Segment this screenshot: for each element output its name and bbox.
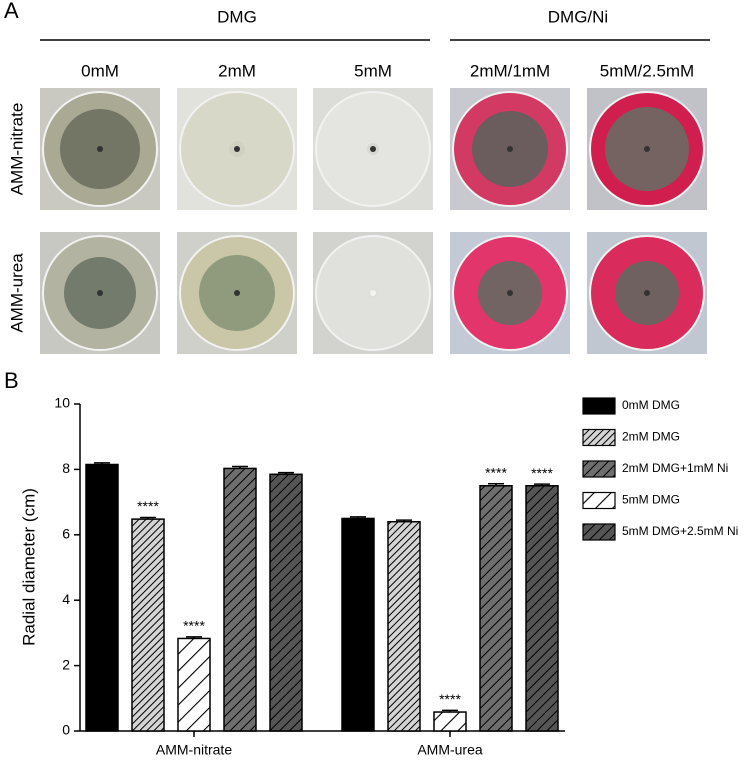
row-label: AMM-urea (7, 253, 26, 333)
legend-swatch (582, 428, 616, 447)
significance-label: **** (439, 691, 461, 707)
bar (341, 517, 375, 732)
legend-label: 0mM DMG (622, 398, 680, 412)
colony-center (644, 146, 650, 152)
error-bar (488, 483, 504, 486)
colony-center (370, 146, 376, 152)
error-bar (94, 462, 110, 465)
legend-swatch (582, 491, 616, 510)
error-bar (186, 636, 202, 639)
column-label: 2mM (218, 61, 256, 80)
error-bar (350, 516, 366, 519)
significance-label: **** (531, 465, 553, 481)
bar (479, 485, 513, 732)
error-bar (442, 709, 458, 713)
bar (269, 473, 303, 732)
legend-label: 2mM DMG+1mM Ni (622, 461, 728, 475)
legend-swatch (582, 523, 616, 541)
error-bar (534, 483, 550, 486)
legend-swatch (582, 460, 616, 478)
group-label: DMG (217, 7, 257, 26)
column-label: 5mM/2.5mM (600, 61, 694, 80)
colony-center (507, 146, 513, 152)
column-label: 2mM/1mM (470, 61, 550, 80)
y-axis-label: Radial diameter (cm) (19, 488, 38, 646)
legend-label: 2mM DMG (622, 430, 680, 444)
bar (177, 637, 211, 732)
significance-label: **** (137, 498, 159, 514)
legend-swatch (582, 397, 616, 415)
error-bar (232, 465, 248, 469)
column-label: 0mM (81, 61, 119, 80)
bar (223, 467, 257, 732)
column-label: 5mM (354, 61, 392, 80)
y-tick-label: 0 (62, 722, 70, 738)
y-tick-label: 4 (62, 591, 70, 607)
y-tick-label: 2 (62, 656, 70, 672)
bar (387, 520, 421, 732)
significance-label: **** (485, 464, 507, 480)
colony-center (234, 146, 240, 152)
colony-center (234, 290, 240, 296)
row-label: AMM-nitrate (7, 103, 26, 196)
group-label: DMG/Ni (548, 7, 608, 26)
panel-label: A (4, 0, 19, 23)
colony-center (644, 290, 650, 296)
bar (131, 518, 165, 732)
bar (525, 485, 559, 732)
panel-label: B (4, 368, 19, 393)
colony-center (507, 290, 513, 296)
y-tick-label: 8 (62, 460, 70, 476)
error-bar (278, 471, 294, 475)
legend-label: 5mM DMG (622, 493, 680, 507)
bar (85, 463, 119, 732)
x-tick-label: AMM-nitrate (156, 742, 232, 758)
colony-center (97, 290, 103, 296)
x-tick-label: AMM-urea (417, 742, 483, 758)
y-tick-label: 10 (54, 395, 70, 411)
bar (433, 711, 467, 732)
colony-center (97, 146, 103, 152)
legend-label: 5mM DMG+2.5mM Ni (622, 524, 738, 538)
error-bar (396, 519, 412, 522)
colony-center (370, 290, 376, 296)
error-bar (140, 516, 156, 520)
y-tick-label: 6 (62, 526, 70, 542)
significance-label: **** (183, 618, 205, 634)
plate-photos (40, 88, 707, 354)
